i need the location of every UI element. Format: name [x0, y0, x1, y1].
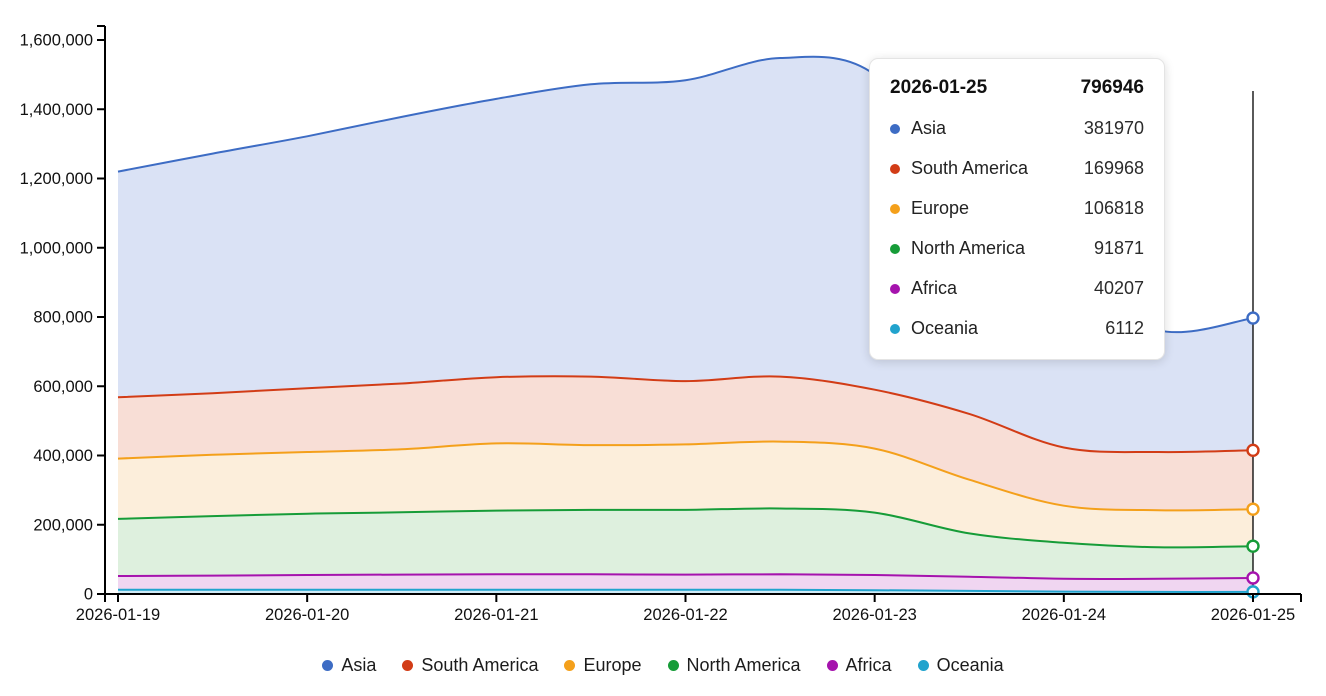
y-tick-label: 600,000 [33, 378, 93, 396]
asia-dot-icon [890, 123, 900, 134]
tooltip-series-label: Asia [911, 118, 947, 138]
hover-marker-south-america [1246, 443, 1260, 458]
legend-item-label: South America [421, 654, 539, 675]
legend-item-asia[interactable]: Asia [322, 655, 376, 676]
legend-item-label: Oceania [936, 654, 1004, 675]
tooltip-row-africa: Africa 40207 [890, 278, 1144, 299]
series-line-oceania[interactable] [117, 588, 1254, 593]
area-band-oceania[interactable] [118, 589, 1253, 594]
x-tick-label: 2026-01-22 [643, 606, 727, 624]
legend-item-label: Asia [341, 654, 377, 675]
tooltip-total: 796946 [1080, 77, 1144, 98]
series-line-south-america[interactable] [117, 375, 1254, 454]
series-line-europe[interactable] [117, 440, 1254, 512]
tooltip-series-label: South America [911, 158, 1029, 178]
y-tick-label: 0 [84, 586, 93, 604]
legend-item-europe[interactable]: Europe [564, 654, 642, 676]
y-tick-label: 1,000,000 [20, 239, 93, 257]
hover-marker-europe [1246, 502, 1260, 516]
y-tick-label: 800,000 [33, 309, 93, 327]
y-tick-label: 400,000 [33, 447, 93, 465]
oceania-dot-icon [890, 323, 900, 334]
hover-marker-asia [1246, 311, 1260, 325]
tooltip-row-south-america: South America 169968 [890, 158, 1144, 179]
area-band-africa[interactable] [118, 574, 1253, 592]
oceania-dot-icon [917, 659, 929, 671]
tooltip-row-asia: Asia 381970 [890, 118, 1144, 139]
hover-marker-africa [1246, 571, 1260, 585]
africa-dot-icon [826, 659, 838, 671]
y-tick-label: 1,600,000 [20, 32, 93, 50]
tooltip-series-value: 106818 [1083, 198, 1144, 218]
legend-item-south-america[interactable]: South America [402, 655, 538, 676]
tooltip-header: 2026-01-25 796946 [890, 77, 1144, 99]
series-line-africa[interactable] [117, 573, 1254, 580]
north-america-dot-icon [667, 659, 679, 671]
asia-dot-icon [322, 659, 334, 671]
y-tick-label: 1,200,000 [20, 170, 93, 188]
x-tick-label: 2026-01-19 [76, 606, 160, 624]
x-tick-label: 2026-01-23 [832, 606, 916, 624]
area-band-north-america[interactable] [118, 508, 1253, 579]
series-line-north-america[interactable] [117, 507, 1254, 549]
stacked-area-chart[interactable]: 0 200,000 400,000 600,000 800,000 1,000,000 1,… [0, 0, 1326, 640]
europe-dot-icon [564, 659, 576, 671]
area-band-europe[interactable] [118, 441, 1253, 548]
africa-dot-icon [890, 283, 900, 294]
x-tick-label: 2026-01-24 [1022, 606, 1106, 624]
tooltip-series-value: 40207 [1093, 278, 1144, 298]
x-tick-label: 2026-01-20 [265, 606, 349, 624]
hover-marker-north-america [1246, 539, 1260, 553]
tooltip-series-label: Europe [911, 198, 970, 218]
tooltip-row-oceania: Oceania 6112 [890, 318, 1144, 339]
tooltip-series-value: 91871 [1093, 238, 1144, 258]
legend-item-label: North America [686, 654, 801, 675]
legend-item-africa[interactable]: Africa [826, 654, 892, 676]
area-band-south-america[interactable] [118, 376, 1253, 511]
legend-item-oceania[interactable]: Oceania [917, 654, 1004, 676]
tooltip-series-label: Africa [911, 278, 958, 298]
south-america-dot-icon [402, 659, 414, 671]
legend-item-label: Europe [583, 654, 642, 675]
tooltip-series-label: Oceania [911, 318, 979, 338]
legend: Asia South America Europe North America Afri… [0, 646, 1326, 684]
legend-item-label: Africa [845, 654, 892, 675]
tooltip-series-value: 381970 [1083, 118, 1144, 138]
y-tick-label: 1,400,000 [20, 101, 93, 119]
y-tick-label: 200,000 [33, 516, 93, 534]
legend-item-north-america[interactable]: North America [667, 654, 801, 676]
tooltip-series-value: 6112 [1105, 318, 1144, 338]
tooltip-row-europe: Europe 106818 [890, 198, 1144, 219]
x-tick-label: 2026-01-21 [454, 606, 538, 624]
tooltip-series-label: North America [911, 238, 1026, 258]
tooltip: 2026-01-25 796946 Asia 381970 South Americ… [869, 58, 1165, 360]
tooltip-rows: Asia 381970 South America 169968 Europe 10681… [890, 118, 1144, 339]
north-america-dot-icon [890, 243, 900, 254]
tooltip-row-north-america: North America 91871 [890, 238, 1144, 259]
tooltip-series-value: 169968 [1083, 158, 1144, 178]
europe-dot-icon [890, 203, 900, 214]
tooltip-date: 2026-01-25 [890, 77, 988, 98]
south-america-dot-icon [890, 163, 900, 174]
x-tick-label: 2026-01-25 [1211, 606, 1295, 624]
